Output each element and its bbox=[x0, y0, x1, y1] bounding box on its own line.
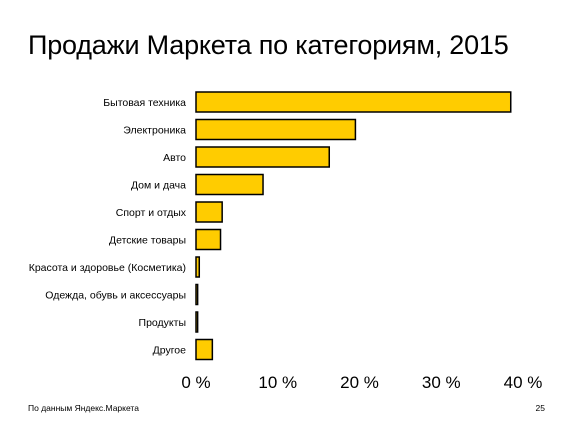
bar bbox=[195, 173, 264, 196]
bar bbox=[195, 338, 214, 361]
category-label: Дом и дача bbox=[131, 180, 186, 192]
bar bbox=[195, 228, 222, 251]
category-label: Другое bbox=[153, 345, 187, 357]
x-tick-label: 40 % bbox=[504, 373, 543, 392]
bar bbox=[195, 283, 199, 306]
category-label: Бытовая техника bbox=[103, 97, 186, 109]
x-tick-label: 10 % bbox=[258, 373, 297, 392]
category-label: Продукты bbox=[139, 317, 186, 329]
category-label: Электроника bbox=[123, 125, 186, 137]
bar bbox=[195, 146, 331, 168]
bar bbox=[195, 118, 357, 141]
category-label: Авто bbox=[163, 152, 186, 164]
category-label: Детские товары bbox=[109, 235, 186, 247]
source-note: По данным Яндекс.Маркета bbox=[28, 403, 139, 413]
x-tick-label: 20 % bbox=[340, 373, 379, 392]
bar bbox=[195, 91, 512, 113]
page-title: Продажи Маркета по категориям, 2015 bbox=[28, 30, 509, 60]
category-label: Спорт и отдых bbox=[116, 207, 187, 219]
bar bbox=[195, 311, 199, 333]
category-label: Одежда, обувь и аксессуары bbox=[45, 290, 186, 302]
x-tick-label: 30 % bbox=[422, 373, 461, 392]
category-label: Красота и здоровье (Косметика) bbox=[29, 262, 186, 274]
page-number: 25 bbox=[535, 403, 545, 413]
bar bbox=[195, 201, 223, 223]
x-tick-label: 0 % bbox=[181, 373, 210, 392]
bar bbox=[195, 256, 201, 278]
